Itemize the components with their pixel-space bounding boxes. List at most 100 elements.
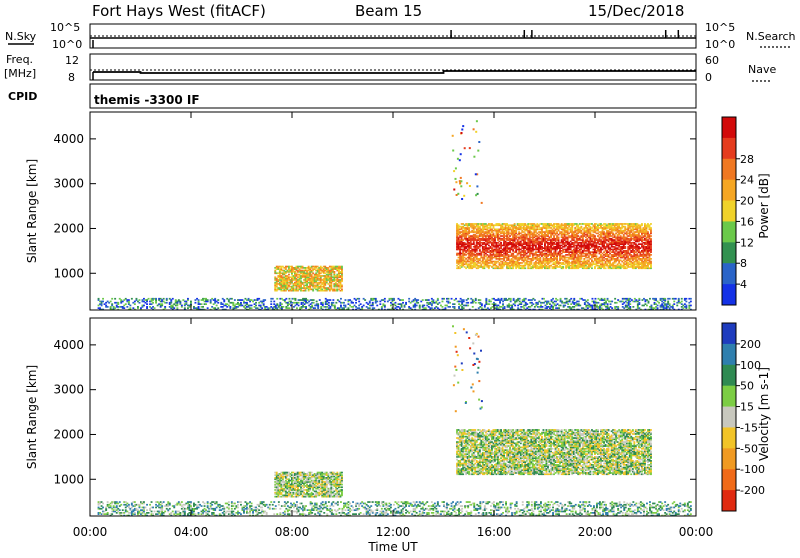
data-cell: [181, 305, 183, 307]
freq-line: [93, 71, 696, 73]
data-cell: [437, 298, 439, 300]
data-cell: [285, 298, 287, 300]
data-cell: [281, 303, 283, 305]
data-cell: [201, 303, 203, 305]
data-cell: [123, 307, 125, 309]
data-cell: [184, 307, 186, 309]
data-cell: [273, 301, 275, 303]
data-cell: [526, 303, 528, 305]
data-cell: [146, 303, 148, 305]
data-cell: [128, 299, 130, 301]
data-cell: [313, 299, 315, 301]
data-cell: [341, 266, 343, 268]
data-cell: [251, 307, 253, 309]
data-cell: [405, 302, 407, 304]
data-cell: [198, 299, 200, 301]
data-cell: [650, 227, 652, 229]
data-cell: [340, 298, 342, 300]
data-cell: [479, 299, 481, 301]
data-cell: [176, 307, 178, 309]
data-cell: [479, 249, 481, 251]
data-cell: [345, 305, 347, 307]
data-cell: [455, 298, 457, 300]
data-cell: [417, 299, 419, 301]
data-cell: [445, 307, 447, 309]
data-cell: [448, 298, 450, 300]
data-cell: [129, 305, 131, 307]
data-cell: [650, 261, 652, 263]
data-cell: [328, 302, 330, 304]
data-cell: [311, 305, 313, 307]
data-cell: [472, 306, 474, 308]
data-cell: [501, 298, 503, 300]
data-cell: [261, 307, 263, 309]
data-cell: [110, 301, 112, 303]
data-cell: [305, 306, 307, 308]
data-cell: [322, 302, 324, 304]
data-cell: [375, 298, 377, 300]
data-cell: [428, 299, 430, 301]
data-cell: [579, 305, 581, 307]
data-cell: [514, 305, 516, 307]
data-cell: [334, 305, 336, 307]
data-cell: [264, 299, 266, 301]
data-cell: [332, 302, 334, 304]
data-cell: [111, 298, 113, 300]
data-cell: [454, 303, 456, 305]
data-cell: [358, 298, 360, 300]
data-cell: [417, 302, 419, 304]
cpid-value: themis -3300 IF: [94, 93, 200, 107]
data-cell: [232, 302, 234, 304]
freq-label: Freq.: [6, 53, 33, 66]
data-cell: [534, 299, 536, 301]
data-cell: [313, 302, 315, 304]
data-cell: [251, 305, 253, 307]
data-cell: [570, 298, 572, 300]
data-cell: [567, 303, 569, 305]
data-cell: [379, 303, 381, 305]
data-cell: [152, 302, 154, 304]
data-cell: [317, 303, 319, 305]
data-cell: [136, 298, 138, 300]
data-cell: [319, 299, 321, 301]
nave-tick-low: 0: [705, 71, 712, 84]
data-cell: [316, 301, 318, 303]
data-cell: [423, 305, 425, 307]
data-cell: [439, 302, 441, 304]
data-cell: [166, 298, 168, 300]
data-cell: [384, 305, 386, 307]
nsearch-tick-high: 10^5: [705, 21, 735, 34]
data-cell: [314, 307, 316, 309]
data-cell: [408, 298, 410, 300]
data-cell: [166, 302, 168, 304]
data-cell: [467, 302, 469, 304]
data-cell: [384, 298, 386, 300]
data-cell: [289, 307, 291, 309]
data-cell: [548, 301, 550, 303]
data-cell: [451, 298, 453, 300]
data-cell: [255, 302, 257, 304]
data-cell: [504, 306, 506, 308]
data-cell: [276, 298, 278, 300]
data-cell: [442, 301, 444, 303]
cpid-label: CPID: [8, 90, 37, 103]
data-cell: [272, 298, 274, 300]
data-cell: [173, 307, 175, 309]
nsky-trace: [90, 30, 696, 48]
data-cell: [454, 306, 456, 308]
data-cell: [543, 298, 545, 300]
data-cell: [650, 258, 652, 260]
data-cell: [402, 299, 404, 301]
data-cell: [519, 298, 521, 300]
data-cell: [514, 223, 516, 225]
data-cell: [490, 301, 492, 303]
data-cell: [295, 298, 297, 300]
data-cell: [270, 303, 272, 305]
data-cell: [340, 305, 342, 307]
data-cell: [298, 302, 300, 304]
data-cell: [163, 298, 165, 300]
data-cell: [560, 298, 562, 300]
data-cell: [542, 306, 544, 308]
data-cell: [260, 305, 262, 307]
data-cell: [139, 299, 141, 301]
